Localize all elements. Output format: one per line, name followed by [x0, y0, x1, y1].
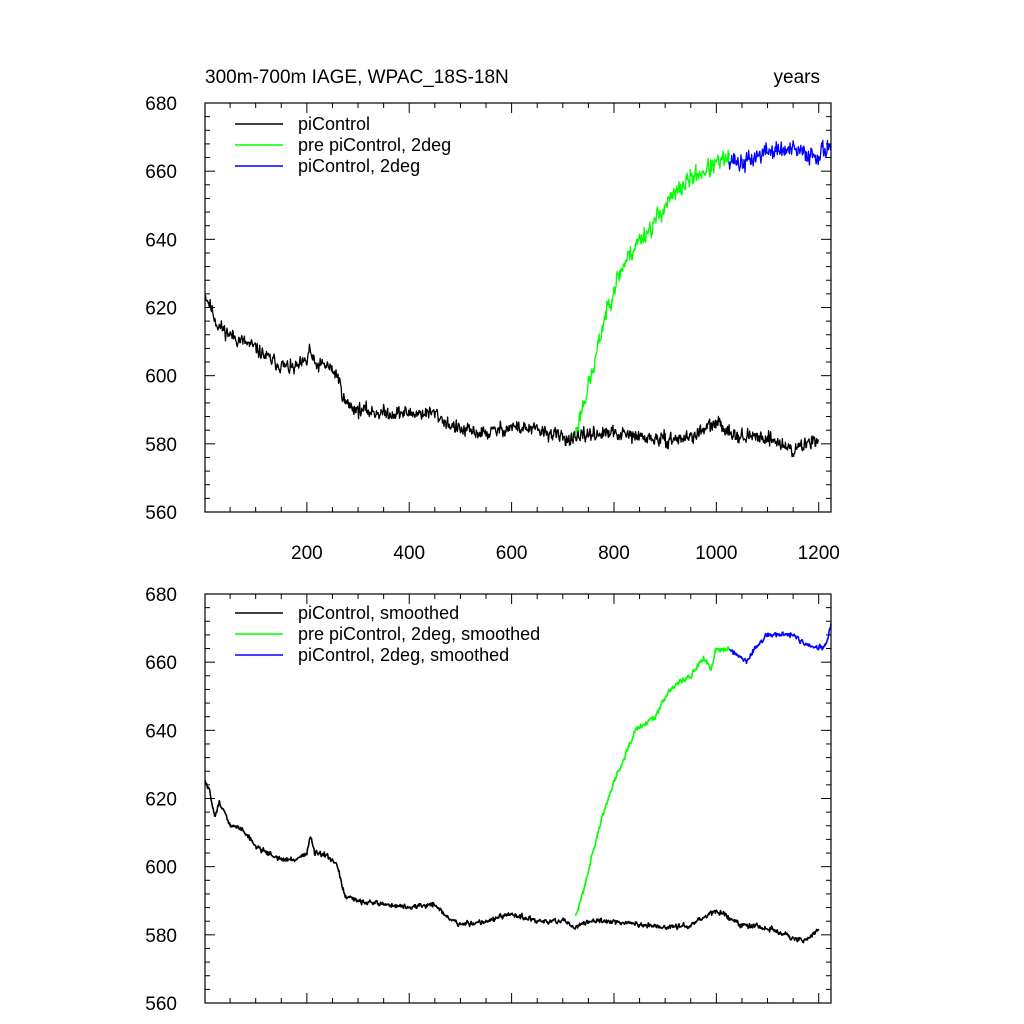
y-tick-label: 600: [145, 858, 177, 879]
legend-entry-label: pre piControl, 2deg, smoothed: [298, 624, 540, 644]
y-tick-label: 660: [145, 653, 177, 674]
series-line-picontrol: [204, 294, 819, 458]
x-tick-label: 1000: [695, 543, 737, 564]
x-tick-label: 200: [291, 543, 323, 564]
top-panel-title: 300m-700m IAGE, WPAC_18S-18N: [205, 67, 509, 88]
y-tick-label: 560: [145, 994, 177, 1015]
x-tick-label: 1200: [798, 543, 840, 564]
x-tick-label: 800: [598, 543, 630, 564]
top-panel-series-group: [204, 139, 832, 458]
series-line-pre-picontrol-2deg-smoothed: [574, 646, 730, 917]
bottom-panel-series-group: [204, 623, 832, 944]
y-tick-label: 620: [145, 299, 177, 320]
y-tick-label: 580: [145, 926, 177, 947]
legend-entry-label: piControl, 2deg, smoothed: [298, 645, 509, 665]
y-tick-label: 680: [145, 94, 177, 115]
legend-entry-label: pre piControl, 2deg: [298, 135, 451, 155]
legend-entry-label: piControl, 2deg: [298, 156, 420, 176]
legend-entry-label: piControl: [298, 114, 370, 134]
y-tick-label: 680: [145, 585, 177, 606]
y-tick-label: 640: [145, 230, 177, 251]
y-tick-label: 660: [145, 162, 177, 183]
y-tick-label: 560: [145, 503, 177, 524]
top-panel-axes: 560 580 600 620 640 660 680 200 400 600 800 1000 120…: [145, 94, 840, 564]
x-tick-label: 600: [496, 543, 528, 564]
y-tick-label: 600: [145, 367, 177, 388]
bottom-panel: 560 580 600 620 640 660 680 piControl, smoothe…: [145, 585, 832, 1015]
y-tick-label: 640: [145, 721, 177, 742]
series-line-picontrol-2deg: [728, 139, 832, 174]
top-panel: 300m-700m IAGE, WPAC_18S-18N years 560 58…: [145, 67, 840, 564]
bottom-panel-axes: 560 580 600 620 640 660 680: [145, 585, 832, 1015]
series-line-pre-picontrol-2deg: [574, 149, 730, 437]
top-panel-units-label: years: [774, 67, 820, 88]
series-line-picontrol-2deg-smoothed: [728, 623, 832, 665]
y-tick-label: 620: [145, 790, 177, 811]
x-tick-label: 400: [393, 543, 425, 564]
legend-entry-label: piControl, smoothed: [298, 603, 459, 623]
y-tick-label: 580: [145, 435, 177, 456]
series-line-picontrol-smoothed: [204, 780, 820, 944]
